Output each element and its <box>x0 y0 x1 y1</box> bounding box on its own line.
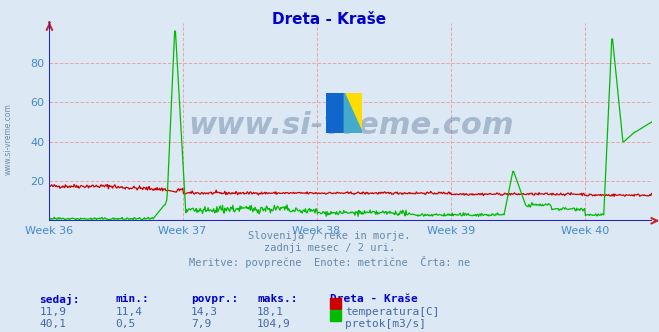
Polygon shape <box>344 93 362 133</box>
Text: Meritve: povprečne  Enote: metrične  Črta: ne: Meritve: povprečne Enote: metrične Črta:… <box>189 256 470 268</box>
Text: 11,4: 11,4 <box>115 307 142 317</box>
Text: Dreta - Kraše: Dreta - Kraše <box>330 294 417 304</box>
Polygon shape <box>344 93 362 133</box>
Text: sedaj:: sedaj: <box>40 294 80 305</box>
Polygon shape <box>326 93 344 133</box>
Text: 18,1: 18,1 <box>257 307 284 317</box>
Text: maks.:: maks.: <box>257 294 297 304</box>
Text: pretok[m3/s]: pretok[m3/s] <box>345 319 426 329</box>
Text: Slovenija / reke in morje.: Slovenija / reke in morje. <box>248 231 411 241</box>
Text: min.:: min.: <box>115 294 149 304</box>
Text: 11,9: 11,9 <box>40 307 67 317</box>
Polygon shape <box>344 93 362 133</box>
Text: 0,5: 0,5 <box>115 319 136 329</box>
Text: povpr.:: povpr.: <box>191 294 239 304</box>
Text: zadnji mesec / 2 uri.: zadnji mesec / 2 uri. <box>264 243 395 253</box>
Text: www.si-vreme.com: www.si-vreme.com <box>188 112 514 140</box>
Text: 40,1: 40,1 <box>40 319 67 329</box>
Text: Dreta - Kraše: Dreta - Kraše <box>272 12 387 27</box>
Text: temperatura[C]: temperatura[C] <box>345 307 440 317</box>
Text: 14,3: 14,3 <box>191 307 218 317</box>
Text: 104,9: 104,9 <box>257 319 291 329</box>
Text: www.si-vreme.com: www.si-vreme.com <box>3 104 13 175</box>
Text: 7,9: 7,9 <box>191 319 212 329</box>
